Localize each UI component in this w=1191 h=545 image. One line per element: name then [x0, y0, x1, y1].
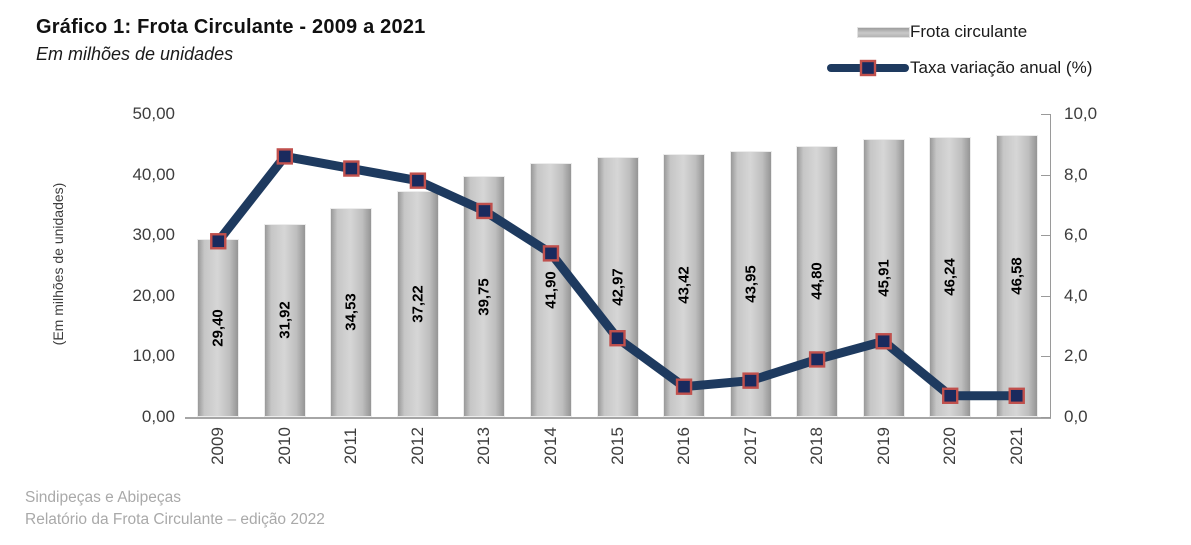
- bar-2009: 29,40: [197, 238, 240, 417]
- x-axis-label-2017: 2017: [740, 427, 760, 465]
- right-axis-tick-mark: [1041, 417, 1050, 418]
- bar-2012: 37,22: [396, 191, 439, 417]
- chart-subtitle: Em milhões de unidades: [36, 44, 234, 64]
- x-axis-label-2013: 2013: [474, 427, 494, 465]
- right-axis-tick-mark: [1041, 114, 1050, 115]
- x-axis-label-2021: 2021: [1006, 427, 1026, 465]
- x-axis-label-2015: 2015: [607, 427, 627, 465]
- right-axis-tick-label: 4,0: [1064, 285, 1088, 305]
- right-axis-tick-label: 8,0: [1064, 164, 1088, 184]
- line-swatch-icon: [826, 58, 910, 78]
- left-axis-tick-label: 50,00: [132, 104, 175, 123]
- right-axis-tick-mark: [1041, 356, 1050, 358]
- line-marker: [409, 172, 427, 189]
- legend: Frota circulante Taxa variação anual (%): [826, 18, 1092, 90]
- x-axis-label-2019: 2019: [873, 427, 893, 465]
- source-note: Sindipeças e Abipeças Relatório da Frota…: [25, 487, 325, 530]
- line-marker: [276, 148, 294, 165]
- line-marker: [675, 378, 693, 395]
- x-axis-label-2018: 2018: [807, 427, 827, 465]
- x-axis-label-2014: 2014: [540, 427, 560, 465]
- x-axis-line: [185, 417, 1051, 419]
- x-axis-label-2010: 2010: [274, 427, 294, 465]
- right-axis-line: [1050, 114, 1051, 418]
- line-marker: [875, 333, 892, 350]
- line-marker: [542, 245, 560, 262]
- line-marker: [742, 372, 759, 389]
- left-axis-tick-label: 30,00: [132, 225, 175, 245]
- chart-title: Gráfico 1: Frota Circulante - 2009 a 202…: [36, 16, 426, 38]
- right-axis-tick-mark: [1041, 295, 1050, 297]
- right-axis-tick-label: 2,0: [1064, 346, 1088, 366]
- legend-label: Taxa variação anual (%): [910, 58, 1093, 77]
- line-marker: [941, 387, 959, 404]
- right-axis-tick-mark: [1041, 174, 1050, 176]
- legend-label: Frota circulante: [910, 22, 1028, 41]
- legend-item-taxa: Taxa variação anual (%): [826, 54, 1092, 82]
- right-axis-tick-mark: [1041, 235, 1050, 237]
- line-marker: [808, 351, 826, 368]
- legend-item-frota: Frota circulante: [826, 18, 1092, 46]
- left-axis-tick-label: 0,00: [141, 407, 175, 426]
- x-axis-label-2011: 2011: [341, 427, 361, 465]
- bar-2021: 46,58: [995, 134, 1038, 417]
- bar-2015: 42,97: [596, 156, 639, 417]
- left-axis-tick-label: 40,00: [132, 164, 175, 184]
- bar-2020: 46,24: [929, 136, 972, 417]
- x-axis-label-2009: 2009: [208, 427, 228, 465]
- source-line-2: Relatório da Frota Circulante – edição 2…: [25, 510, 325, 528]
- x-axis-label-2020: 2020: [940, 427, 960, 465]
- bar-swatch-icon: [826, 26, 910, 38]
- x-axis-label-2012: 2012: [407, 427, 427, 465]
- source-line-1: Sindipeças e Abipeças: [25, 489, 181, 506]
- taxa-variacao-line: [210, 148, 1025, 404]
- line-marker: [343, 160, 360, 177]
- line-marker: [476, 202, 493, 220]
- bar-2019: 45,91: [862, 138, 905, 417]
- bar-2018: 44,80: [796, 145, 839, 417]
- right-axis-tick-label: 10,0: [1064, 104, 1098, 123]
- bar-2014: 41,90: [529, 163, 572, 417]
- line-marker: [1008, 387, 1025, 404]
- line-marker: [609, 330, 626, 347]
- line-marker: [210, 233, 227, 250]
- left-axis-title: (Em milhões de unidades): [50, 182, 66, 346]
- right-axis-tick-label: 6,0: [1064, 225, 1088, 245]
- right-axis-tick-label: 0,0: [1064, 407, 1088, 426]
- plot-area: 29,40 31,92 34,53 37,22 39,75 41,90 42,97 43,42…: [185, 114, 1050, 417]
- bar-2010: 31,92: [263, 223, 306, 417]
- left-axis-tick-label: 20,00: [132, 285, 175, 305]
- left-axis-tick-label: 10,00: [132, 346, 175, 366]
- x-axis-label-2016: 2016: [674, 427, 694, 465]
- bar-2011: 34,53: [330, 207, 373, 417]
